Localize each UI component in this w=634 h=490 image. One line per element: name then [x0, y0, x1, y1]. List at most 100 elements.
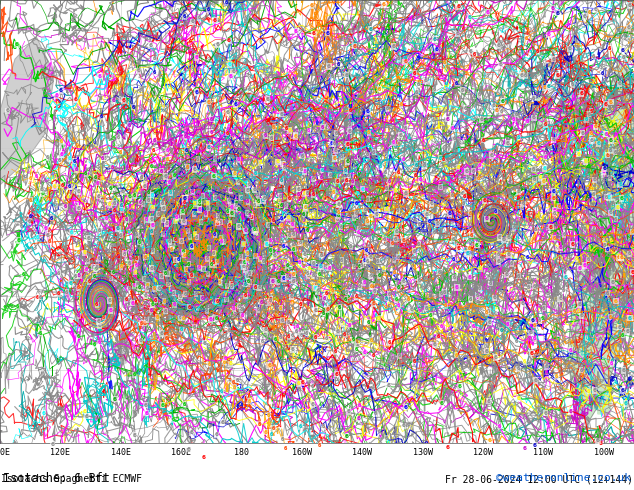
Text: 6: 6	[59, 88, 63, 93]
Text: 6: 6	[355, 344, 359, 349]
Text: 6: 6	[345, 73, 349, 77]
Text: 6: 6	[94, 267, 98, 271]
Text: 6: 6	[256, 200, 259, 205]
Text: 6: 6	[74, 273, 77, 279]
Text: 6: 6	[143, 255, 147, 260]
Text: 6: 6	[471, 323, 475, 329]
Text: 6: 6	[316, 288, 320, 293]
Text: 6: 6	[481, 138, 485, 143]
Text: 6: 6	[167, 180, 171, 185]
Text: 6: 6	[153, 70, 156, 75]
Text: 6: 6	[264, 327, 268, 332]
Text: 6: 6	[354, 294, 358, 299]
Text: 6: 6	[522, 445, 527, 451]
Text: 6: 6	[534, 378, 538, 383]
Text: 6: 6	[327, 64, 331, 69]
Text: 6: 6	[287, 320, 290, 325]
Text: 6: 6	[388, 340, 391, 345]
Text: 6: 6	[369, 27, 373, 32]
Text: 6: 6	[555, 11, 559, 16]
Text: 6: 6	[322, 424, 325, 429]
Text: 6: 6	[533, 442, 537, 448]
Text: 6: 6	[376, 270, 380, 275]
Text: 6: 6	[190, 273, 193, 278]
Text: 6: 6	[143, 276, 146, 282]
Text: 6: 6	[433, 342, 437, 347]
Text: 6: 6	[345, 290, 349, 295]
Text: 6: 6	[392, 270, 396, 275]
Text: 6: 6	[455, 353, 458, 358]
Text: 6: 6	[558, 296, 562, 301]
Text: 6: 6	[544, 365, 548, 369]
Text: 6: 6	[618, 81, 621, 86]
Text: 6: 6	[299, 302, 302, 307]
Text: 6: 6	[453, 136, 456, 141]
Text: 6: 6	[187, 279, 190, 284]
Text: 6: 6	[246, 199, 249, 204]
Text: 6: 6	[231, 69, 235, 74]
Text: 6: 6	[228, 62, 232, 67]
Text: 6: 6	[162, 218, 165, 223]
Text: 6: 6	[160, 274, 163, 279]
Text: 6: 6	[392, 140, 395, 145]
Text: 6: 6	[230, 189, 233, 194]
Text: 6: 6	[207, 362, 210, 367]
Text: 6: 6	[164, 309, 167, 314]
Text: 6: 6	[92, 265, 95, 270]
Text: 6: 6	[195, 55, 198, 60]
Text: 6: 6	[480, 296, 483, 301]
Text: 6: 6	[206, 256, 209, 262]
Text: 6: 6	[429, 313, 432, 318]
Text: 6: 6	[242, 242, 245, 247]
Text: 6: 6	[616, 205, 620, 210]
Text: 6: 6	[413, 173, 417, 178]
Text: 6: 6	[207, 7, 210, 12]
Text: 6: 6	[413, 248, 416, 254]
Text: 6: 6	[443, 290, 446, 294]
Text: 6: 6	[143, 184, 147, 189]
Text: 6: 6	[631, 229, 634, 234]
Text: 6: 6	[439, 292, 443, 296]
Text: 6: 6	[403, 59, 407, 64]
Text: 6: 6	[619, 196, 623, 201]
Text: 6: 6	[162, 231, 165, 237]
Text: 6: 6	[243, 228, 247, 233]
Text: 6: 6	[623, 401, 628, 406]
Text: 6: 6	[151, 302, 155, 307]
Text: 6: 6	[302, 252, 306, 257]
Text: 6: 6	[356, 416, 360, 421]
Text: 6: 6	[285, 263, 289, 269]
Text: 6: 6	[608, 175, 611, 180]
Text: 6: 6	[153, 286, 156, 291]
Text: 6: 6	[543, 155, 547, 160]
Text: Isotachs Spaghetti ECMWF: Isotachs Spaghetti ECMWF	[1, 474, 142, 485]
Text: 6: 6	[451, 126, 454, 131]
Text: 6: 6	[439, 185, 442, 190]
Text: 6: 6	[287, 215, 290, 220]
Text: 6: 6	[255, 227, 259, 232]
Text: 6: 6	[337, 210, 340, 215]
Text: 6: 6	[603, 102, 607, 107]
Text: 6: 6	[96, 194, 100, 199]
Text: 6: 6	[360, 187, 365, 192]
Text: 6: 6	[340, 321, 344, 326]
Text: 6: 6	[228, 188, 232, 193]
Text: 6: 6	[288, 233, 291, 238]
Text: 6: 6	[184, 292, 187, 297]
Text: 6: 6	[621, 48, 624, 53]
Text: 6: 6	[306, 271, 309, 276]
Text: 6: 6	[98, 256, 101, 261]
Text: 6: 6	[322, 311, 325, 316]
Text: 6: 6	[310, 3, 314, 8]
Text: 6: 6	[609, 210, 612, 215]
Text: 6: 6	[211, 87, 215, 92]
Text: 6: 6	[227, 38, 231, 43]
Text: 6: 6	[284, 446, 288, 451]
Text: 6: 6	[105, 217, 108, 221]
Text: 6: 6	[112, 270, 115, 275]
Text: 6: 6	[587, 389, 590, 394]
Text: 6: 6	[46, 155, 49, 160]
Text: 6: 6	[183, 14, 186, 19]
Text: 6: 6	[139, 200, 142, 205]
Text: 6: 6	[382, 2, 386, 7]
